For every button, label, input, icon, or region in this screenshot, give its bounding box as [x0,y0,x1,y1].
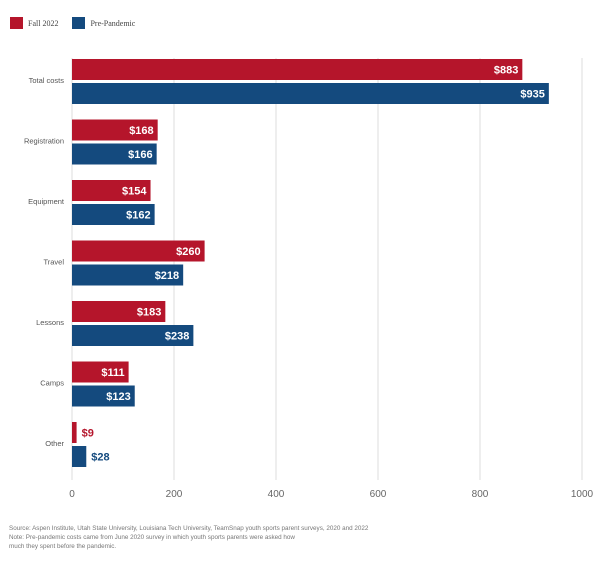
footnote: Source: Aspen Institute, Utah State Univ… [9,524,569,551]
category-label-other: Other [45,439,64,448]
data-label-fall-2022-other: $9 [82,428,94,440]
x-tick-label-600: 600 [370,489,387,500]
category-label-camps: Camps [40,379,64,388]
legend-item-fall-2022: Fall 2022 [10,17,58,29]
bar-pre-pandemic-equipment [72,204,155,225]
x-tick-label-200: 200 [166,489,183,500]
bar-pre-pandemic-total-costs [72,83,549,104]
pandemic-note-line-1: Note: Pre-pandemic costs came from June … [9,534,295,541]
data-label-fall-2022-total-costs: $883 [494,65,518,77]
data-label-pre-pandemic-lessons: $238 [165,331,189,343]
bar-fall-2022-camps [72,361,129,383]
data-label-fall-2022-registration: $168 [129,125,153,137]
data-label-pre-pandemic-registration: $166 [128,149,152,161]
legend-swatch-fall-2022 [10,17,23,29]
bar-fall-2022-travel [72,240,205,262]
data-label-fall-2022-equipment: $154 [122,186,147,198]
bar-pre-pandemic-other [72,446,87,467]
legend-label-fall-2022: Fall 2022 [28,18,59,28]
x-tick-label-0: 0 [69,489,75,500]
category-label-registration: Registration [24,137,64,146]
data-label-pre-pandemic-travel: $218 [155,270,179,282]
data-label-pre-pandemic-equipment: $162 [126,210,150,222]
source-note: Source: Aspen Institute, Utah State Univ… [9,525,369,532]
bar-fall-2022-equipment [72,180,151,201]
data-label-pre-pandemic-other: $28 [91,452,109,464]
category-label-equipment: Equipment [28,197,65,206]
data-label-fall-2022-lessons: $183 [137,307,161,319]
legend: Fall 2022 Pre-Pandemic [10,17,149,29]
bar-pre-pandemic-travel [72,264,184,286]
data-label-fall-2022-camps: $111 [101,367,124,379]
data-label-pre-pandemic-camps: $123 [106,391,130,403]
pandemic-note-line-2: much they spent before the pandemic. [9,543,117,550]
x-tick-label-800: 800 [472,489,489,500]
category-label-lessons: Lessons [36,318,64,327]
x-tick-label-400: 400 [268,489,285,500]
bar-fall-2022-registration [72,119,158,141]
data-label-fall-2022-travel: $260 [176,246,200,258]
data-label-pre-pandemic-total-costs: $935 [520,89,544,101]
bar-fall-2022-total-costs [72,59,523,80]
category-label-total-costs: Total costs [29,76,65,85]
category-label-travel: Travel [43,258,64,267]
x-tick-label-1000: 1000 [571,489,594,500]
bar-fall-2022-other [72,422,77,443]
bar-chart-plot: 0 200 400 600 800 1000 Total costs $883$935 Regi… [24,58,594,500]
bar-pre-pandemic-registration [72,143,157,165]
legend-item-pre-pandemic: Pre-Pandemic [72,17,135,29]
bar-pre-pandemic-camps [72,385,135,407]
bar-pre-pandemic-lessons [72,325,194,346]
legend-swatch-pre-pandemic [72,17,86,29]
legend-label-pre-pandemic: Pre-Pandemic [90,18,136,28]
bar-fall-2022-lessons [72,301,166,322]
